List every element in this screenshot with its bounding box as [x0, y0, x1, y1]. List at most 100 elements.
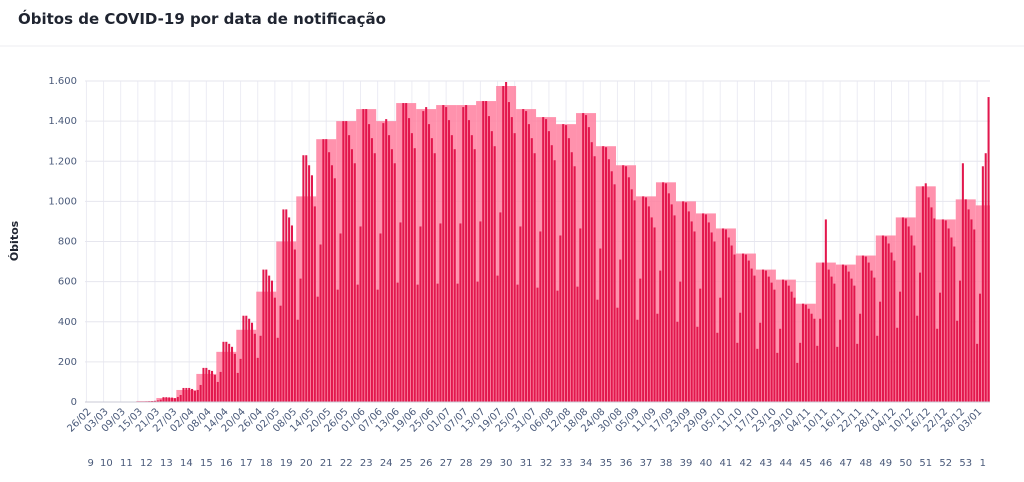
week-label: 22	[340, 458, 353, 469]
bar	[479, 221, 481, 402]
bar	[753, 276, 755, 402]
bar	[910, 235, 912, 402]
week-label: 51	[919, 458, 932, 469]
bar	[185, 388, 187, 402]
week-label: 39	[680, 458, 693, 469]
bar	[845, 266, 847, 402]
bar	[933, 218, 935, 402]
bar	[562, 124, 564, 402]
bar	[285, 209, 287, 402]
bar	[953, 247, 955, 402]
bar	[531, 138, 533, 402]
week-label: 10	[100, 458, 113, 469]
bar	[217, 382, 219, 402]
bar	[654, 227, 656, 402]
week-label: 15	[200, 458, 213, 469]
bar	[948, 228, 950, 402]
bar	[262, 270, 264, 402]
bar	[816, 346, 818, 402]
bar	[271, 281, 273, 402]
bar	[337, 290, 339, 402]
week-label: 46	[819, 458, 832, 469]
bar	[973, 229, 975, 402]
week-label: 21	[320, 458, 333, 469]
bar	[288, 217, 290, 402]
bar	[942, 219, 944, 402]
bar	[779, 329, 781, 402]
bar	[776, 353, 778, 402]
bar	[331, 165, 333, 402]
bar	[534, 153, 536, 402]
bar	[511, 117, 513, 402]
week-label: 12	[140, 458, 153, 469]
bar	[588, 127, 590, 402]
week-label: 19	[280, 458, 293, 469]
y-tick-label: 200	[58, 357, 77, 368]
bar	[437, 284, 439, 402]
week-label: 43	[760, 458, 773, 469]
week-label: 41	[720, 458, 733, 469]
bar	[893, 261, 895, 402]
bar	[665, 183, 667, 402]
bar	[354, 163, 356, 402]
bar	[702, 213, 704, 402]
bar	[291, 225, 293, 402]
bar	[925, 183, 927, 402]
bar	[962, 163, 964, 402]
y-tick-label: 600	[58, 277, 77, 288]
bar	[856, 344, 858, 402]
bar	[839, 320, 841, 402]
bar	[902, 217, 904, 402]
bar	[405, 103, 407, 402]
bar	[457, 284, 459, 402]
bar	[208, 370, 210, 402]
week-label: 34	[580, 458, 593, 469]
bar	[394, 163, 396, 402]
bar	[554, 160, 556, 402]
bar	[819, 319, 821, 402]
bar	[397, 283, 399, 402]
week-label: 37	[640, 458, 653, 469]
bar	[679, 282, 681, 402]
bar	[968, 209, 970, 402]
bar	[608, 159, 610, 402]
bar	[936, 329, 938, 402]
bar	[525, 111, 527, 402]
bar	[596, 300, 598, 402]
bar	[671, 204, 673, 402]
bar	[802, 304, 804, 402]
bar	[371, 138, 373, 402]
bar	[813, 319, 815, 402]
bar	[659, 271, 661, 402]
bar	[965, 199, 967, 402]
bar	[805, 305, 807, 402]
week-label: 14	[180, 458, 193, 469]
bar	[722, 228, 724, 402]
bar	[865, 257, 867, 402]
bar	[411, 133, 413, 402]
bar	[482, 101, 484, 402]
bar	[662, 182, 664, 402]
bar	[591, 142, 593, 402]
bar	[888, 244, 890, 402]
bar	[656, 314, 658, 402]
bar	[773, 290, 775, 402]
bar	[502, 86, 504, 402]
bar	[462, 107, 464, 402]
bar	[417, 285, 419, 402]
bar	[345, 121, 347, 402]
bar	[351, 149, 353, 402]
bar	[302, 155, 304, 402]
bar	[434, 153, 436, 402]
bar	[913, 246, 915, 402]
bar	[399, 222, 401, 402]
bar	[339, 233, 341, 402]
bar	[300, 279, 302, 402]
bar	[311, 175, 313, 402]
bar	[876, 336, 878, 402]
bar	[248, 319, 250, 402]
bar	[842, 265, 844, 402]
week-label: 17	[240, 458, 253, 469]
bar	[305, 155, 307, 402]
